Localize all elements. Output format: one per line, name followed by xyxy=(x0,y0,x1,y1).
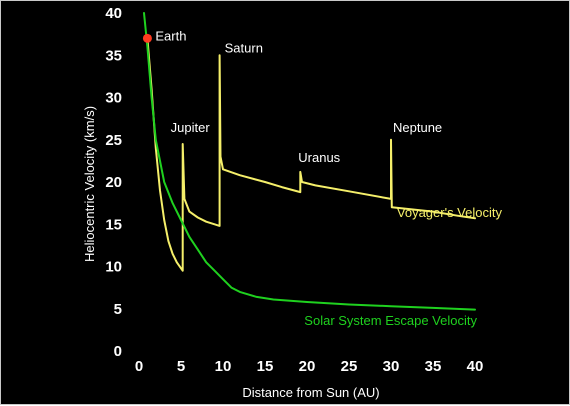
y-tick-labels: 0 5 10 15 20 25 30 35 40 xyxy=(105,5,122,360)
x-tick-label: 15 xyxy=(257,358,274,375)
y-axis-title: Heliocentric Velocity (km/s) xyxy=(82,106,97,262)
x-tick-label: 35 xyxy=(425,358,442,375)
y-tick-label: 0 xyxy=(114,343,122,360)
y-tick-label: 40 xyxy=(105,5,122,22)
escape-velocity-line xyxy=(143,12,476,311)
voyager-velocity-line xyxy=(146,37,476,272)
earth-marker xyxy=(142,33,152,43)
y-tick-label: 15 xyxy=(105,216,122,233)
x-tick-label: 30 xyxy=(383,358,400,375)
annotation-uranus: Uranus xyxy=(298,150,340,165)
annotation-earth: Earth xyxy=(155,28,186,43)
y-tick-label: 35 xyxy=(105,47,122,64)
series-layer xyxy=(143,12,476,311)
marker-layer xyxy=(142,33,152,43)
y-tick-label: 25 xyxy=(105,132,122,149)
x-tick-label: 25 xyxy=(341,358,358,375)
annotation-neptune: Neptune xyxy=(393,120,442,135)
x-tick-label: 10 xyxy=(215,358,232,375)
x-tick-labels: 0 5 10 15 20 25 30 35 40 xyxy=(135,358,484,375)
annotation-layer: Earth Jupiter Saturn Uranus Neptune xyxy=(155,28,442,165)
x-axis-title: Distance from Sun (AU) xyxy=(242,385,379,400)
x-tick-label: 20 xyxy=(299,358,316,375)
annotation-jupiter: Jupiter xyxy=(171,120,211,135)
x-tick-label: 5 xyxy=(177,358,185,375)
escape-velocity-label: Solar System Escape Velocity xyxy=(304,313,477,328)
y-tick-label: 20 xyxy=(105,174,122,191)
y-tick-label: 5 xyxy=(114,301,122,318)
y-tick-label: 30 xyxy=(105,90,122,107)
annotation-saturn: Saturn xyxy=(225,40,263,55)
x-tick-label: 0 xyxy=(135,358,143,375)
x-tick-label: 40 xyxy=(467,358,484,375)
legend-layer: Voyager's Velocity Solar System Escape Ve… xyxy=(304,205,502,328)
voyager-velocity-label: Voyager's Velocity xyxy=(397,205,503,220)
y-tick-label: 10 xyxy=(105,259,122,276)
